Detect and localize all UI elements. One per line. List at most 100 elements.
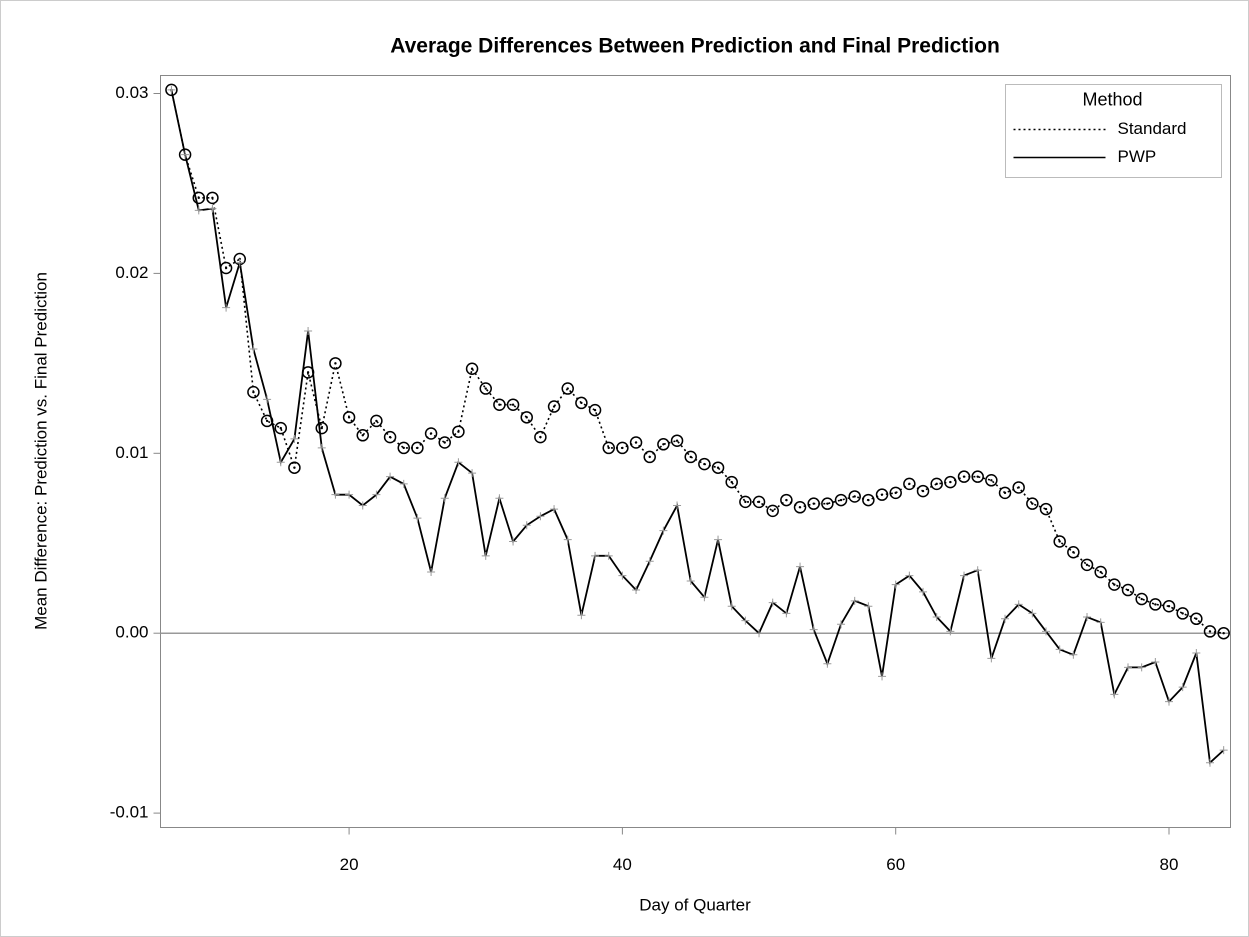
marker-dot <box>1017 486 1020 489</box>
y-tick-label: 0.03 <box>115 83 148 102</box>
marker-dot <box>197 196 200 200</box>
marker <box>1190 612 1203 626</box>
marker <box>878 672 887 681</box>
marker-dot <box>1154 603 1157 606</box>
marker <box>837 620 846 629</box>
marker <box>317 443 326 452</box>
marker <box>178 148 192 161</box>
marker-dot <box>457 430 460 433</box>
marker-dot <box>320 426 323 430</box>
legend-label: PWP <box>1118 147 1157 166</box>
marker-dot <box>703 462 706 466</box>
marker <box>509 537 518 546</box>
marker <box>998 486 1012 500</box>
marker-dot <box>935 482 938 486</box>
marker <box>274 421 288 435</box>
marker-dot <box>375 419 378 423</box>
marker-dot <box>1099 570 1102 574</box>
marker <box>495 494 504 503</box>
marker <box>165 83 178 97</box>
marker <box>479 382 492 395</box>
marker <box>973 566 982 575</box>
marker <box>971 470 984 483</box>
marker-dot <box>607 446 610 450</box>
marker-dot <box>921 489 925 493</box>
x-tick-label: 60 <box>886 855 905 874</box>
marker <box>670 434 684 447</box>
marker <box>1217 626 1230 640</box>
legend-box <box>1005 84 1222 178</box>
marker <box>944 475 957 489</box>
marker <box>301 366 315 379</box>
marker <box>1121 583 1135 597</box>
marker-dot <box>1044 507 1048 511</box>
marker <box>356 429 369 442</box>
marker <box>411 441 424 455</box>
marker-dot <box>525 416 528 419</box>
marker-dot <box>334 362 337 365</box>
marker-dot <box>1140 597 1143 601</box>
marker <box>536 512 545 521</box>
marker <box>657 438 670 451</box>
marker-dot <box>1222 632 1225 635</box>
marker <box>1053 535 1066 548</box>
marker-dot <box>593 408 597 412</box>
marker <box>1110 690 1119 699</box>
marker <box>919 587 928 596</box>
marker <box>1151 657 1160 666</box>
marker <box>1083 613 1092 622</box>
marker <box>686 577 695 586</box>
marker <box>219 261 233 275</box>
marker <box>1219 746 1228 755</box>
marker <box>916 484 930 498</box>
y-axis-label: Mean Difference: Prediction vs. Final Pr… <box>31 272 50 630</box>
y-tick-label: -0.01 <box>110 803 149 822</box>
marker-dot <box>1003 491 1007 495</box>
marker-dot <box>293 466 296 469</box>
marker <box>673 501 682 510</box>
marker <box>1108 578 1121 591</box>
marker <box>632 586 641 595</box>
marker-dot <box>634 441 638 444</box>
marker <box>1028 609 1037 618</box>
marker-dot <box>224 266 228 270</box>
marker <box>575 396 588 410</box>
marker-dot <box>443 441 446 444</box>
marker-dot <box>1195 617 1198 621</box>
x-tick-label: 80 <box>1160 855 1179 874</box>
marker <box>1067 545 1080 559</box>
legend-title: Method <box>1082 89 1142 109</box>
marker <box>700 593 709 602</box>
marker-dot <box>484 387 487 390</box>
marker <box>465 362 479 375</box>
marker <box>1203 625 1217 638</box>
marker <box>850 596 859 605</box>
marker <box>263 395 272 404</box>
marker <box>768 598 777 607</box>
marker <box>1080 558 1094 572</box>
marker-dot <box>853 495 856 498</box>
marker-dot <box>812 502 815 505</box>
marker <box>1001 614 1010 623</box>
marker <box>342 411 356 424</box>
marker <box>181 150 190 159</box>
marker <box>960 571 969 580</box>
marker <box>493 398 506 411</box>
marker <box>755 629 764 638</box>
marker <box>550 505 559 514</box>
marker <box>591 551 600 560</box>
marker <box>561 382 574 395</box>
marker <box>698 457 711 471</box>
marker <box>222 303 231 312</box>
marker-dot <box>908 482 911 486</box>
marker-dot <box>757 500 761 504</box>
marker <box>629 436 643 449</box>
marker <box>714 535 723 544</box>
marker <box>1192 648 1201 657</box>
marker <box>206 191 219 205</box>
marker <box>903 477 916 491</box>
marker <box>752 495 766 509</box>
marker <box>1176 607 1189 620</box>
marker <box>534 430 547 444</box>
marker <box>645 557 654 566</box>
